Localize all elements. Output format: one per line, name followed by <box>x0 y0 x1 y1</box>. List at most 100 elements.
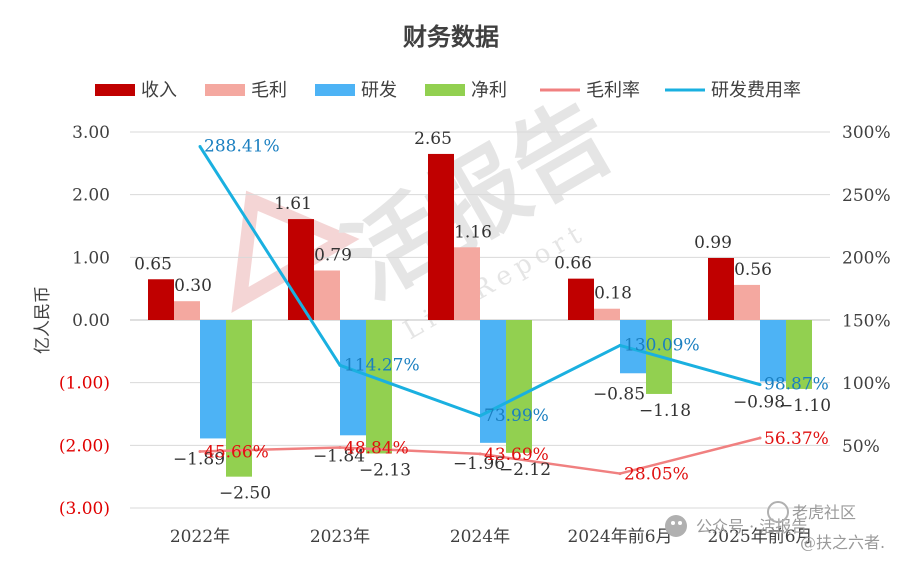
wechat-label: 公众号 · 活报告 <box>696 517 807 536</box>
line-label-毛利率-3: 28.05% <box>624 465 689 485</box>
bar-收入-4 <box>708 257 734 320</box>
bar-收入-3 <box>568 278 594 320</box>
legend: 收入 毛利 研发 净利 毛利率 研发费用率 <box>95 80 801 101</box>
chart-title: 财务数据 <box>403 22 499 51</box>
bar-毛利-4 <box>734 284 760 320</box>
line-label-毛利率-4: 56.37% <box>764 429 829 449</box>
bar-label-毛利-2: 1.16 <box>454 222 492 242</box>
bar-label-收入-0: 0.65 <box>134 254 172 274</box>
bar-毛利-3 <box>594 308 620 320</box>
y2-tick-label: 150% <box>842 311 891 331</box>
bar-研发-2 <box>480 320 506 443</box>
legend-swatch-净利 <box>425 84 465 96</box>
bar-净利-1 <box>366 320 392 454</box>
watermark-logo: 活报告 LiveReport <box>231 78 631 346</box>
y-tick-label: (2.00) <box>59 436 110 456</box>
x-tick-label: 2025年前6月 <box>707 527 812 547</box>
legend-label-毛利: 毛利 <box>251 80 287 101</box>
legend-swatch-收入 <box>95 84 135 96</box>
bar-label-毛利-4: 0.56 <box>734 260 772 280</box>
bar-label-净利-3: −1.18 <box>639 401 691 421</box>
y2-tick-label: 250% <box>842 186 891 206</box>
legend-swatch-研发 <box>315 84 355 96</box>
y2-tick-label: 100% <box>842 374 891 394</box>
bar-毛利-1 <box>314 270 340 320</box>
line-label-研发费用率-4: 98.87% <box>764 375 829 395</box>
right-axis-ticks: 300% 250% 200% 150% 100% 50% <box>842 123 891 457</box>
y2-tick-label: 200% <box>842 249 891 269</box>
y-axis-title: 亿人民币 <box>33 286 53 354</box>
bar-净利-2 <box>506 320 532 453</box>
line-label-研发费用率-2: 73.99% <box>484 406 549 426</box>
line-series <box>198 145 762 476</box>
bar-label-收入-2: 2.65 <box>414 129 452 149</box>
y-tick-label: 0.00 <box>72 311 110 331</box>
x-tick-label: 2023年 <box>310 527 370 547</box>
point-毛利率-4 <box>758 436 762 440</box>
bar-label-研发-1: −1.84 <box>313 446 365 466</box>
legend-label-净利: 净利 <box>471 80 507 101</box>
y-tick-label: 2.00 <box>72 186 110 206</box>
point-毛利率-1 <box>338 445 342 449</box>
x-tick-label: 2024年前6月 <box>567 527 672 547</box>
x-tick-label: 2024年 <box>450 527 510 547</box>
bar-label-净利-2: −2.12 <box>499 460 551 480</box>
line-label-研发费用率-1: 114.27% <box>344 355 420 375</box>
bar-label-收入-3: 0.66 <box>554 254 592 274</box>
bar-label-毛利-1: 0.79 <box>314 245 352 265</box>
legend-swatch-毛利 <box>205 84 245 96</box>
point-毛利率-0 <box>198 449 202 453</box>
line-label-毛利率-0: 45.66% <box>204 442 269 462</box>
data-labels: 0.65 1.61 2.65 0.66 0.99 0.30 0.79 1.16 0.18 0.56… <box>134 129 831 504</box>
bar-研发-4 <box>760 320 786 382</box>
left-axis-ticks: 3.00 2.00 1.00 0.00 (1.00) (2.00) (3.00) <box>59 123 110 519</box>
point-毛利率-2 <box>478 452 482 456</box>
line-label-研发费用率-3: 130.09% <box>624 335 700 355</box>
bar-label-毛利-3: 0.18 <box>594 284 632 304</box>
point-研发费用率-0 <box>198 145 202 149</box>
line-label-毛利率-1: 48.84% <box>344 438 409 458</box>
legend-label-研发费用率: 研发费用率 <box>711 80 801 101</box>
bar-label-净利-4: −1.10 <box>779 396 831 416</box>
legend-label-毛利率: 毛利率 <box>586 80 640 101</box>
point-研发费用率-3 <box>618 343 622 347</box>
line-label-毛利率-2: 43.69% <box>484 445 549 465</box>
y-tick-label: 3.00 <box>72 123 110 143</box>
y-tick-label: (3.00) <box>59 499 110 519</box>
point-研发费用率-2 <box>478 414 482 418</box>
bar-毛利-0 <box>174 301 200 320</box>
author-label: @扶之六者. <box>800 533 885 552</box>
tiger-icon <box>767 501 789 523</box>
bar-label-净利-1: −2.13 <box>359 460 411 480</box>
source-label: 老虎社区 <box>792 503 856 522</box>
y-tick-label: 1.00 <box>72 248 110 268</box>
bar-label-净利-0: −2.50 <box>219 484 271 504</box>
wechat-icon <box>665 515 687 537</box>
bar-label-研发-2: −1.96 <box>453 454 505 474</box>
bar-series <box>148 153 812 477</box>
point-毛利率-3 <box>618 472 622 476</box>
bar-净利-4 <box>786 320 812 389</box>
bar-label-收入-1: 1.61 <box>274 194 312 214</box>
bar-label-研发-0: −1.89 <box>173 449 225 469</box>
bar-毛利-2 <box>454 247 480 320</box>
legend-label-收入: 收入 <box>141 80 177 101</box>
y2-tick-label: 50% <box>842 437 880 457</box>
bar-研发-0 <box>200 320 226 439</box>
y2-tick-label: 300% <box>842 123 891 143</box>
bar-label-收入-4: 0.99 <box>694 233 732 253</box>
bar-label-研发-4: −0.98 <box>733 392 785 412</box>
bar-收入-2 <box>428 153 454 320</box>
bar-研发-1 <box>340 320 366 436</box>
bar-label-毛利-0: 0.30 <box>174 276 212 296</box>
line-label-研发费用率-0: 288.41% <box>204 137 280 157</box>
point-研发费用率-1 <box>338 363 342 367</box>
wechat-watermark: 公众号 · 活报告 老虎社区 @扶之六者. <box>665 501 885 552</box>
y-tick-label: (1.00) <box>59 374 110 394</box>
point-研发费用率-4 <box>758 383 762 387</box>
x-tick-label: 2022年 <box>170 527 230 547</box>
legend-label-研发: 研发 <box>361 80 397 101</box>
bar-收入-0 <box>148 279 174 320</box>
